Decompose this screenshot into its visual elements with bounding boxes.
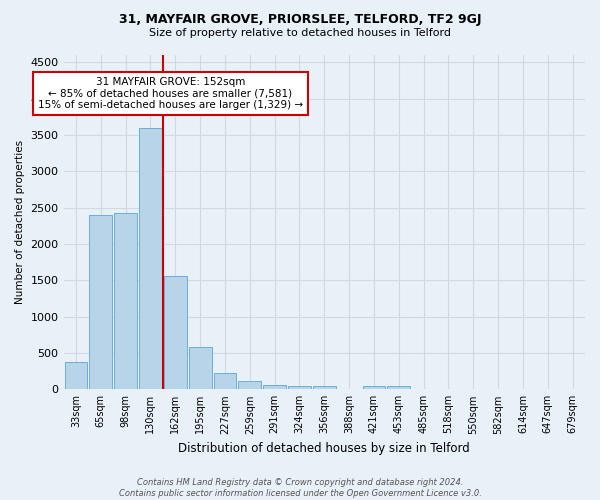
Bar (65, 362, 88, 390)
Bar (89, 215, 112, 390)
Text: Contains HM Land Registry data © Crown copyright and database right 2024.
Contai: Contains HM Land Registry data © Crown c… (119, 478, 481, 498)
Bar (188, 347, 212, 390)
X-axis label: Distribution of detached houses by size in Telford: Distribution of detached houses by size … (178, 442, 470, 455)
Bar (164, 276, 187, 390)
Text: 31, MAYFAIR GROVE, PRIORSLEE, TELFORD, TF2 9GJ: 31, MAYFAIR GROVE, PRIORSLEE, TELFORD, T… (119, 12, 481, 26)
Bar (362, 386, 385, 390)
Y-axis label: Number of detached properties: Number of detached properties (15, 140, 25, 304)
Bar (238, 382, 261, 390)
Bar (313, 386, 335, 390)
Bar (388, 386, 410, 390)
Bar (263, 385, 286, 390)
Text: Size of property relative to detached houses in Telford: Size of property relative to detached ho… (149, 28, 451, 38)
Text: 31 MAYFAIR GROVE: 152sqm
← 85% of detached houses are smaller (7,581)
15% of sem: 31 MAYFAIR GROVE: 152sqm ← 85% of detach… (38, 77, 303, 110)
Bar (288, 386, 311, 390)
Bar (214, 372, 236, 390)
Bar (114, 214, 137, 390)
Bar (139, 128, 162, 390)
